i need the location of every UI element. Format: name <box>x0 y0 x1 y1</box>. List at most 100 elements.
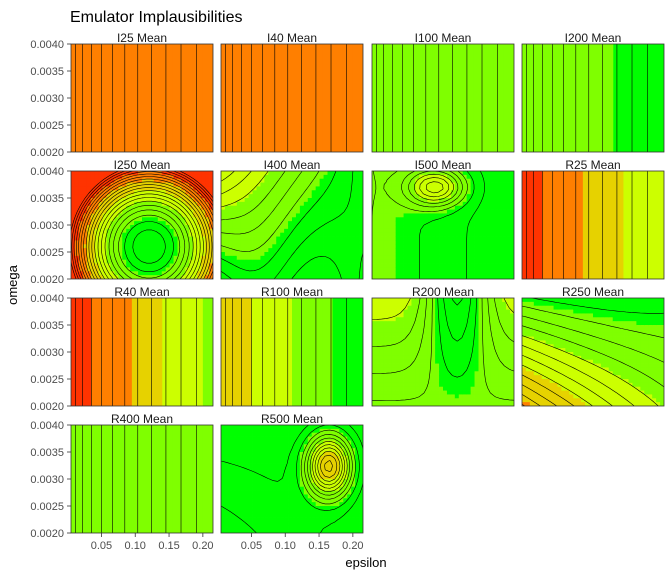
contour-cell <box>454 402 460 406</box>
contour-cell <box>435 221 440 226</box>
contour-cell <box>292 236 297 241</box>
contour-cell <box>478 309 483 314</box>
contour-cell <box>446 375 452 380</box>
contour-cell <box>419 209 424 214</box>
contour-cell <box>427 363 432 368</box>
contour-cell <box>439 352 444 357</box>
contour-band <box>131 298 143 406</box>
contour-cell <box>375 201 381 207</box>
contour-cell <box>403 313 408 318</box>
contour-cell <box>482 317 487 322</box>
contour-cell <box>399 363 404 368</box>
contour-cell <box>525 317 531 322</box>
contour-cell <box>435 244 440 249</box>
contour-cell <box>427 198 432 203</box>
contour-cell <box>462 348 468 353</box>
contour-cell <box>415 336 420 341</box>
contour-cell <box>280 186 285 191</box>
facet-panel: R100 Mean <box>220 285 364 407</box>
contour-cell <box>315 182 321 187</box>
contour-cell <box>323 232 328 237</box>
contour-cell <box>446 301 452 307</box>
contour-cell <box>427 382 432 388</box>
contour-cell <box>387 394 393 399</box>
contour-cell <box>403 325 408 330</box>
contour-cell <box>130 275 135 279</box>
contour-cell <box>181 174 186 180</box>
contour-cell <box>612 321 618 326</box>
contour-cell <box>383 355 389 361</box>
contour-cell <box>383 394 389 399</box>
contour-cell <box>446 217 452 222</box>
contour-cell <box>565 340 570 345</box>
contour-cell <box>122 228 127 234</box>
contour-cell <box>585 313 590 318</box>
contour-cell <box>138 275 143 279</box>
contour-cell <box>494 336 499 341</box>
contour-cell <box>90 221 96 226</box>
contour-cell <box>466 317 472 322</box>
contour-cell <box>439 225 444 230</box>
contour-cell <box>474 352 479 357</box>
contour-cell <box>435 171 440 176</box>
panel-border <box>521 170 665 280</box>
contour-cell <box>439 190 444 195</box>
contour-cell <box>462 309 468 314</box>
contour-cell <box>288 228 293 234</box>
contour-cell <box>181 209 186 214</box>
contour-cell <box>522 371 527 376</box>
contour-cell <box>391 328 397 334</box>
contour-cell <box>355 174 360 180</box>
contour-cell <box>264 201 269 207</box>
contour-cell <box>82 201 88 207</box>
contour-cell <box>209 201 213 207</box>
contour-cell <box>557 363 562 368</box>
contour-cell <box>311 198 317 203</box>
contour-cell <box>466 198 472 203</box>
contour-cell <box>106 171 111 176</box>
contour-cell <box>315 186 321 191</box>
contour-cell <box>549 340 554 345</box>
contour-cell <box>224 267 230 272</box>
contour-cell <box>82 205 88 210</box>
contour-cell <box>315 201 321 207</box>
contour-cell <box>502 325 507 330</box>
contour-cell <box>375 359 381 364</box>
contour-cell <box>221 252 226 257</box>
contour-cell <box>482 386 487 391</box>
contour-cell <box>134 194 139 199</box>
contour-cell <box>522 321 527 326</box>
contour-cell <box>311 190 317 195</box>
contour-cell <box>102 240 107 245</box>
contour-cell <box>276 213 281 218</box>
contour-cell <box>423 201 428 207</box>
contour-cell <box>307 240 313 245</box>
contour-band <box>322 44 334 152</box>
contour-cell <box>224 198 230 203</box>
contour-cell <box>272 174 277 180</box>
contour-cell <box>423 402 428 406</box>
contour-band <box>552 171 564 279</box>
contour-cell <box>391 228 397 234</box>
contour-cell <box>439 228 444 234</box>
contour-cell <box>458 228 464 234</box>
contour-cell <box>145 217 151 222</box>
contour-cell <box>268 194 273 199</box>
contour-cell <box>383 244 389 249</box>
contour-cell <box>450 332 456 337</box>
contour-cell <box>490 355 495 361</box>
contour-cell <box>561 371 566 376</box>
contour-cell <box>372 275 377 279</box>
contour-cell <box>157 178 163 183</box>
contour-cell <box>335 171 340 176</box>
contour-cell <box>431 236 436 241</box>
contour-cell <box>134 236 139 241</box>
contour-cell <box>522 348 527 353</box>
contour-cell <box>114 244 119 249</box>
contour-cell <box>197 174 202 180</box>
contour-cell <box>411 340 416 345</box>
contour-cell <box>383 171 389 176</box>
contour-cell <box>323 267 328 272</box>
contour-cell <box>423 394 428 399</box>
contour-cell <box>427 332 432 337</box>
